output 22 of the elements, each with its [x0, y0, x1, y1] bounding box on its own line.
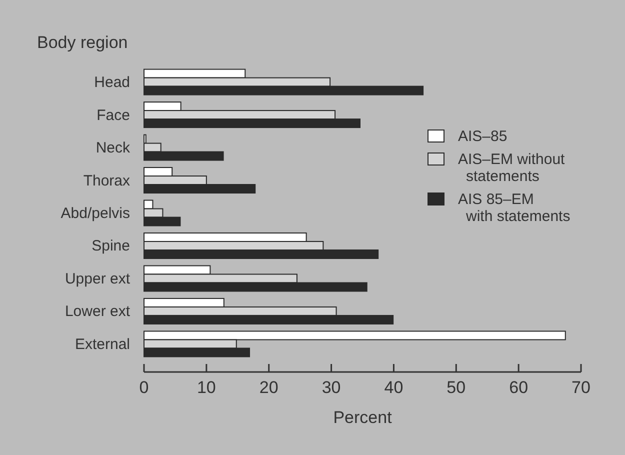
legend-label: AIS–85 — [458, 128, 508, 145]
y-tick-label: Upper ext — [64, 270, 131, 288]
x-tick-label: 50 — [446, 378, 466, 397]
y-tick-label: Spine — [92, 238, 130, 255]
x-axis-title: Percent — [333, 408, 392, 427]
y-tick-label: External — [74, 336, 130, 353]
y-tick-label: Head — [94, 74, 130, 92]
legend-label: AIS 85–EM with statements — [458, 191, 570, 225]
legend-label: AIS–EM without statements — [458, 151, 566, 185]
y-tick-label: Lower ext — [64, 303, 131, 320]
x-tick-label: 0 — [139, 378, 149, 397]
x-tick-label: 30 — [322, 378, 341, 397]
x-tick-label: 40 — [384, 378, 404, 397]
y-tick-label: Abd/pelvis — [60, 205, 130, 222]
y-axis-title: Body region — [37, 33, 128, 52]
y-tick-label: Face — [96, 106, 130, 124]
y-tick-label: Thorax — [83, 172, 130, 190]
x-tick-label: 20 — [259, 378, 278, 397]
y-tick-label: Neck — [96, 140, 130, 157]
x-tick-label: 10 — [196, 378, 216, 397]
x-tick-label: 70 — [572, 378, 590, 397]
x-tick-label: 60 — [509, 378, 528, 397]
